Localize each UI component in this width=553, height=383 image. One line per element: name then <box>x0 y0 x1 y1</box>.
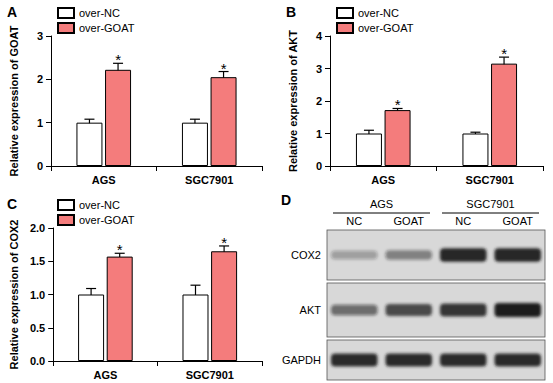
svg-text:0: 0 <box>316 160 322 172</box>
svg-text:2.0: 2.0 <box>30 222 45 234</box>
svg-text:AGS: AGS <box>93 369 117 381</box>
svg-text:*: * <box>221 60 227 77</box>
svg-text:AGS: AGS <box>370 198 393 210</box>
svg-text:*: * <box>117 241 123 258</box>
svg-text:SGC7901: SGC7901 <box>186 369 234 381</box>
svg-text:0.0: 0.0 <box>30 355 45 367</box>
svg-text:GOAT: GOAT <box>503 215 534 227</box>
svg-text:over-NC: over-NC <box>358 7 399 19</box>
svg-text:Relative expression of AKT: Relative expression of AKT <box>287 30 299 172</box>
svg-text:*: * <box>115 51 121 68</box>
svg-text:SGC7901: SGC7901 <box>466 174 514 186</box>
svg-text:over-GOAT: over-GOAT <box>79 22 135 34</box>
svg-text:3: 3 <box>37 30 43 42</box>
svg-text:2: 2 <box>316 95 322 107</box>
svg-text:A: A <box>7 4 17 20</box>
svg-text:over-GOAT: over-GOAT <box>358 22 414 34</box>
svg-text:GOAT: GOAT <box>394 215 425 227</box>
svg-text:over-NC: over-NC <box>79 7 120 19</box>
svg-text:over-NC: over-NC <box>79 199 120 211</box>
svg-text:4: 4 <box>316 30 323 42</box>
svg-text:D: D <box>281 192 291 208</box>
svg-text:2: 2 <box>37 73 43 85</box>
svg-text:COX2: COX2 <box>291 249 321 261</box>
svg-text:1: 1 <box>316 128 322 140</box>
svg-text:AGS: AGS <box>371 174 395 186</box>
svg-text:1.5: 1.5 <box>30 255 45 267</box>
svg-text:3: 3 <box>316 63 322 75</box>
svg-text:B: B <box>286 4 296 20</box>
svg-text:1.0: 1.0 <box>30 289 45 301</box>
svg-text:*: * <box>501 45 507 62</box>
svg-text:0: 0 <box>37 160 43 172</box>
svg-text:NC: NC <box>346 215 362 227</box>
svg-text:GAPDH: GAPDH <box>282 354 321 366</box>
svg-text:AGS: AGS <box>92 174 116 186</box>
svg-text:over-GOAT: over-GOAT <box>79 214 135 226</box>
svg-text:Relative expression of GOAT: Relative expression of GOAT <box>8 25 20 176</box>
svg-text:SGC7901: SGC7901 <box>466 198 514 210</box>
svg-text:Relative expression of COX2: Relative expression of COX2 <box>8 220 20 370</box>
svg-text:1: 1 <box>37 117 43 129</box>
svg-text:0.5: 0.5 <box>30 322 45 334</box>
svg-text:SGC7901: SGC7901 <box>185 174 233 186</box>
svg-text:AKT: AKT <box>300 304 322 316</box>
svg-text:C: C <box>7 196 17 212</box>
svg-text:*: * <box>221 234 227 251</box>
svg-text:NC: NC <box>455 215 471 227</box>
